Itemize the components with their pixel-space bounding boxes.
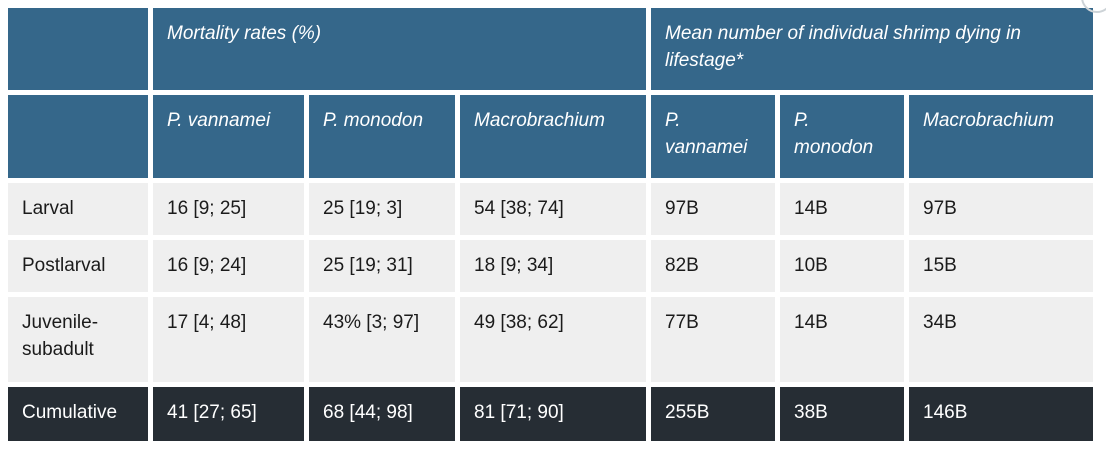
column-header-mortality-p-vannamei: P. vannamei [153, 95, 304, 178]
shrimp-mortality-table: Mortality rates (%) Mean number of indiv… [3, 3, 1098, 446]
column-header-dying-p-vannamei: P. vannamei [651, 95, 775, 178]
cell-larval-dying-macrobrachium: 97B [909, 183, 1093, 235]
table-row-postlarval: Postlarval 16 [9; 24] 25 [19; 31] 18 [9;… [8, 240, 1093, 292]
row-label: Postlarval [8, 240, 148, 292]
cell-juvenile-dying-macrobrachium: 34B [909, 297, 1093, 382]
cell-larval-mortality-macrobrachium: 54 [38; 74] [460, 183, 646, 235]
table-row-larval: Larval 16 [9; 25] 25 [19; 3] 54 [38; 74]… [8, 183, 1093, 235]
column-header-row: P. vannamei P. monodon Macrobrachium P. … [8, 95, 1093, 178]
cell-larval-dying-p-monodon: 14B [780, 183, 904, 235]
corner-cell [8, 95, 148, 178]
column-header-dying-macrobrachium: Macrobrachium [909, 95, 1093, 178]
cell-cumulative-mortality-p-monodon: 68 [44; 98] [309, 387, 455, 441]
column-header-mortality-macrobrachium: Macrobrachium [460, 95, 646, 178]
cell-postlarval-mortality-p-monodon: 25 [19; 31] [309, 240, 455, 292]
cell-juvenile-mortality-p-vannamei: 17 [4; 48] [153, 297, 304, 382]
column-header-mortality-p-monodon: P. monodon [309, 95, 455, 178]
column-header-dying-p-monodon: P. monodon [780, 95, 904, 178]
group-header-mean-shrimp-dying: Mean number of individual shrimp dying i… [651, 8, 1093, 90]
cell-juvenile-dying-p-vannamei: 77B [651, 297, 775, 382]
cell-larval-mortality-p-monodon: 25 [19; 3] [309, 183, 455, 235]
cell-juvenile-mortality-p-monodon: 43% [3; 97] [309, 297, 455, 382]
row-label: Juvenile-subadult [8, 297, 148, 382]
table-row-cumulative: Cumulative 41 [27; 65] 68 [44; 98] 81 [7… [8, 387, 1093, 441]
cell-cumulative-dying-p-vannamei: 255B [651, 387, 775, 441]
cell-postlarval-mortality-macrobrachium: 18 [9; 34] [460, 240, 646, 292]
row-label: Cumulative [8, 387, 148, 441]
cell-postlarval-dying-p-vannamei: 82B [651, 240, 775, 292]
cell-postlarval-dying-p-monodon: 10B [780, 240, 904, 292]
cell-postlarval-mortality-p-vannamei: 16 [9; 24] [153, 240, 304, 292]
cell-cumulative-mortality-macrobrachium: 81 [71; 90] [460, 387, 646, 441]
cell-larval-mortality-p-vannamei: 16 [9; 25] [153, 183, 304, 235]
row-label: Larval [8, 183, 148, 235]
group-header-row: Mortality rates (%) Mean number of indiv… [8, 8, 1093, 90]
cell-juvenile-dying-p-monodon: 14B [780, 297, 904, 382]
cell-postlarval-dying-macrobrachium: 15B [909, 240, 1093, 292]
corner-cell [8, 8, 148, 90]
cell-cumulative-dying-p-monodon: 38B [780, 387, 904, 441]
cell-juvenile-mortality-macrobrachium: 49 [38; 62] [460, 297, 646, 382]
cell-cumulative-mortality-p-vannamei: 41 [27; 65] [153, 387, 304, 441]
group-header-mortality-rates: Mortality rates (%) [153, 8, 646, 90]
table-row-juvenile-subadult: Juvenile-subadult 17 [4; 48] 43% [3; 97]… [8, 297, 1093, 382]
cell-cumulative-dying-macrobrachium: 146B [909, 387, 1093, 441]
cell-larval-dying-p-vannamei: 97B [651, 183, 775, 235]
